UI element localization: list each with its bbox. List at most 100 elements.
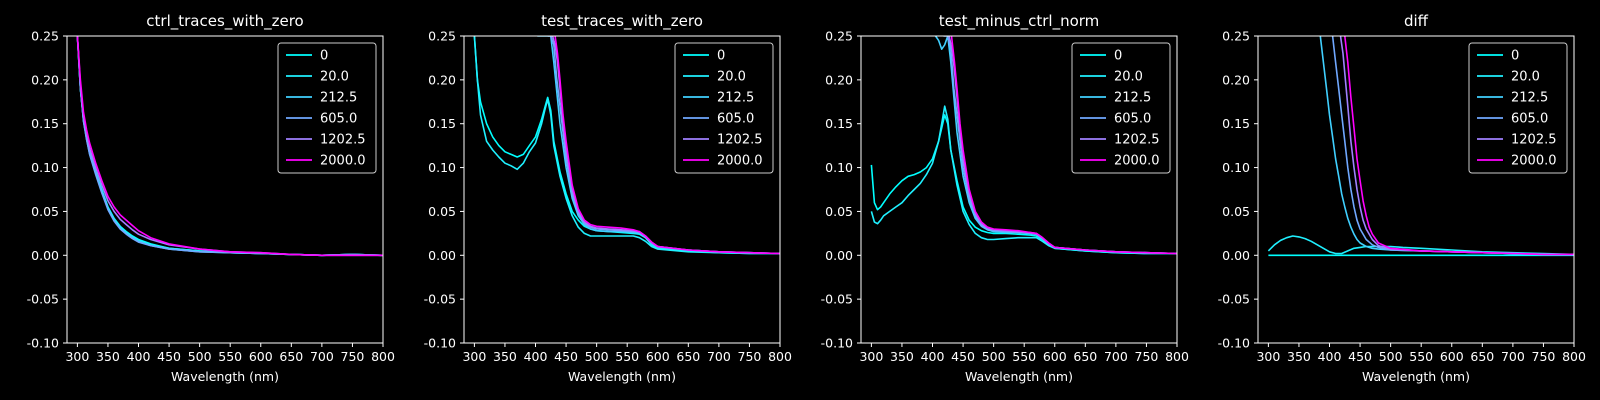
x-tick-label: 650 — [676, 349, 700, 364]
y-tick-label: 0.20 — [428, 72, 456, 87]
legend: 0 20.0 212.5 605.0 1202.5 2000.0 — [1071, 42, 1171, 174]
legend-entry: 20.0 — [717, 70, 746, 85]
x-axis-label: Wavelength (nm) — [965, 369, 1073, 384]
x-tick-label: 500 — [188, 349, 212, 364]
x-tick-label: 350 — [96, 349, 120, 364]
y-tick-label: -0.10 — [1218, 336, 1250, 351]
chart-panel: test_minus_ctrl_norm 300 350 400 450 500 550 60… — [821, 12, 1189, 384]
y-tick-label: 0.25 — [31, 29, 59, 44]
x-tick-label: 550 — [1409, 349, 1433, 364]
legend-entry: 0 — [1511, 49, 1519, 64]
legend-entry: 20.0 — [1511, 70, 1540, 85]
series-line — [870, 105, 1177, 255]
legend-entry: 212.5 — [1114, 91, 1151, 106]
x-tick-label: 550 — [1012, 349, 1036, 364]
series-line — [554, 36, 780, 255]
x-tick-label: 350 — [493, 349, 517, 364]
legend-entry: 2000.0 — [320, 154, 366, 169]
series-line — [1344, 36, 1574, 256]
legend-entry: 2000.0 — [717, 154, 763, 169]
x-tick-label: 750 — [738, 349, 762, 364]
legend-entry: 212.5 — [1511, 91, 1548, 106]
legend-entry: 2000.0 — [1114, 154, 1160, 169]
y-tick-label: -0.05 — [821, 292, 853, 307]
chart-title: test_minus_ctrl_norm — [939, 12, 1100, 31]
series-line — [76, 36, 383, 257]
y-tick-label: 0.05 — [825, 204, 853, 219]
chart-panel: test_traces_with_zero 300 350 400 450 500 550 6… — [424, 12, 792, 384]
x-tick-label: 700 — [310, 349, 334, 364]
axes-frame — [1257, 35, 1575, 344]
legend-entry: 20.0 — [320, 70, 349, 85]
x-tick-label: 350 — [890, 349, 914, 364]
x-tick-label: 600 — [646, 349, 670, 364]
legend-entry: 212.5 — [320, 91, 357, 106]
x-tick-label: 800 — [1562, 349, 1586, 364]
legend-entry: 605.0 — [1511, 112, 1548, 127]
x-tick-label: 450 — [554, 349, 578, 364]
chart-title: diff — [1404, 12, 1429, 30]
x-tick-label: 400 — [524, 349, 548, 364]
series-group — [870, 36, 1177, 255]
legend-entry: 0 — [717, 49, 725, 64]
y-tick-label: 0.25 — [825, 29, 853, 44]
y-tick-label: 0.20 — [825, 72, 853, 87]
chart-panel: diff 300 350 400 450 500 550 600 650 700 750 800 -0.… — [1218, 12, 1586, 384]
y-tick-label: 0.10 — [1222, 160, 1250, 175]
y-tick-label: 0.00 — [825, 248, 853, 263]
x-tick-label: 450 — [951, 349, 975, 364]
x-tick-label: 650 — [1470, 349, 1494, 364]
y-tick-label: -0.10 — [27, 336, 59, 351]
series-group — [76, 36, 383, 257]
x-tick-label: 300 — [65, 349, 89, 364]
y-tick-label: 0.20 — [1222, 72, 1250, 87]
y-tick-label: 0.25 — [1222, 29, 1250, 44]
y-tick-label: -0.10 — [821, 336, 853, 351]
x-tick-label: 450 — [157, 349, 181, 364]
legend-entry: 212.5 — [717, 91, 754, 106]
y-tick-label: 0.15 — [825, 116, 853, 131]
chart-panel: ctrl_traces_with_zero 300 350 400 450 500 550 6… — [27, 12, 395, 384]
y-tick-label: -0.05 — [424, 292, 456, 307]
x-tick-label: 400 — [1318, 349, 1342, 364]
y-tick-label: 0.10 — [428, 160, 456, 175]
legend-entry: 20.0 — [1114, 70, 1143, 85]
x-tick-label: 450 — [1348, 349, 1372, 364]
x-tick-label: 700 — [707, 349, 731, 364]
x-tick-label: 300 — [462, 349, 486, 364]
x-tick-label: 800 — [371, 349, 395, 364]
legend-entry: 0 — [320, 49, 328, 64]
y-tick-label: 0.00 — [31, 248, 59, 263]
x-tick-label: 350 — [1287, 349, 1311, 364]
series-group — [473, 36, 780, 255]
legend-entry: 0 — [1114, 49, 1122, 64]
y-tick-label: 0.15 — [1222, 116, 1250, 131]
x-tick-label: 700 — [1501, 349, 1525, 364]
y-tick-label: 0.25 — [428, 29, 456, 44]
legend: 0 20.0 212.5 605.0 1202.5 2000.0 — [1468, 42, 1568, 174]
legend: 0 20.0 212.5 605.0 1202.5 2000.0 — [674, 42, 774, 174]
y-tick-label: 0.00 — [1222, 248, 1250, 263]
x-tick-label: 550 — [218, 349, 242, 364]
x-tick-label: 650 — [1073, 349, 1097, 364]
x-tick-label: 500 — [585, 349, 609, 364]
y-tick-label: -0.10 — [424, 336, 456, 351]
axes-frame — [860, 35, 1178, 344]
x-axis-label: Wavelength (nm) — [568, 369, 676, 384]
legend-entry: 1202.5 — [1511, 133, 1557, 148]
x-tick-label: 800 — [1165, 349, 1189, 364]
legend-entry: 1202.5 — [320, 133, 366, 148]
series-group — [1267, 36, 1574, 257]
x-tick-label: 750 — [1532, 349, 1556, 364]
y-tick-label: 0.10 — [825, 160, 853, 175]
series-line — [950, 36, 1177, 255]
x-tick-label: 650 — [279, 349, 303, 364]
x-tick-label: 700 — [1104, 349, 1128, 364]
x-tick-label: 600 — [1043, 349, 1067, 364]
series-line — [1267, 235, 1574, 256]
y-tick-label: 0.05 — [1222, 204, 1250, 219]
x-tick-label: 300 — [1256, 349, 1280, 364]
y-tick-label: 0.00 — [428, 248, 456, 263]
series-line — [473, 36, 780, 255]
